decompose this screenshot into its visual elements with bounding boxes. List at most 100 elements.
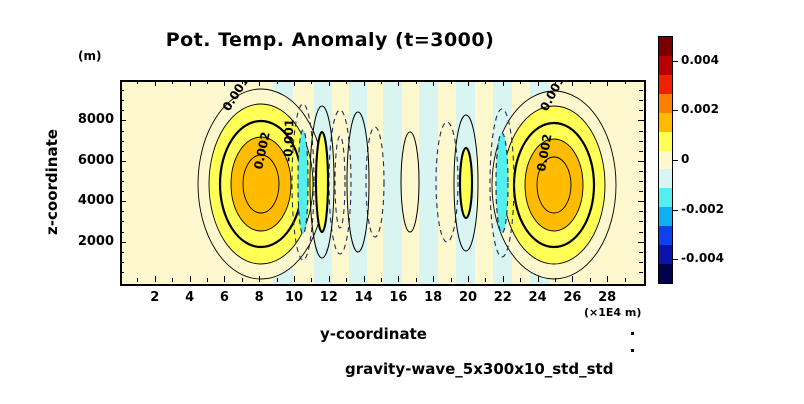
x-tick-mark-top	[294, 80, 295, 86]
contour-label-group: 0.001 0.002 -0.001 0.001 0.002	[220, 82, 568, 173]
x-tick-mark	[363, 276, 365, 282]
colorbar-tick-label: 0.002	[681, 102, 719, 117]
x-tick-mark	[294, 276, 295, 282]
colorbar-band	[659, 150, 672, 170]
colorbar-band	[659, 207, 672, 227]
y-tick-mark	[120, 201, 126, 203]
y-minor-tick-left	[120, 231, 124, 233]
colorbar-tick	[673, 209, 678, 211]
colorbar-tick-label: 0.004	[681, 52, 719, 67]
positive-cores	[309, 105, 479, 259]
x-tick-mark	[607, 276, 609, 282]
x-minor-tick-bottom	[520, 278, 522, 282]
x-tick-mark-top	[189, 80, 191, 86]
y-tick-mark-right	[638, 201, 644, 203]
x-tick-mark	[468, 276, 469, 282]
y-minor-tick-right	[639, 191, 643, 193]
colorbar-tick	[673, 110, 678, 112]
y-minor-tick-right	[639, 261, 643, 263]
colorbar-tick	[673, 160, 678, 161]
x-minor-tick-top	[520, 80, 522, 84]
stray-dot-lower	[631, 349, 634, 352]
x-minor-tick-bottom	[624, 278, 626, 282]
x-minor-tick-bottom	[589, 278, 591, 282]
x-tick-mark	[154, 276, 156, 282]
x-axis-label: y-coordinate	[320, 325, 427, 343]
y-minor-tick-left	[120, 170, 124, 172]
y-minor-tick-left	[120, 130, 124, 132]
y-minor-tick-right	[639, 181, 643, 182]
colorbar-band	[659, 55, 672, 75]
colorbar-band	[659, 188, 672, 208]
contour-label-right-inner: 0.002	[534, 133, 554, 173]
colorbar-tick-label: -0.004	[681, 251, 724, 266]
colorbar	[658, 36, 673, 284]
page-title: Pot. Temp. Anomaly (t=3000)	[165, 29, 495, 51]
x-minor-tick-bottom	[311, 278, 313, 282]
y-minor-tick-left	[120, 211, 124, 213]
x-minor-tick-top	[624, 80, 626, 84]
y-minor-tick-left	[120, 221, 124, 223]
y-tick-label: 4000	[77, 193, 114, 209]
x-minor-tick-top	[241, 80, 243, 84]
y-tick-mark	[120, 160, 126, 162]
x-minor-tick-bottom	[555, 278, 556, 282]
stray-dot-upper	[631, 332, 634, 335]
x-tick-mark-top	[259, 80, 261, 86]
x-minor-tick-top	[346, 80, 348, 84]
x-tick-label: 24	[528, 290, 547, 305]
x-tick-mark	[224, 276, 226, 282]
y-tick-mark-right	[638, 160, 644, 162]
y-minor-tick-right	[639, 140, 643, 142]
colorbar-band	[659, 112, 672, 132]
y-minor-tick-left	[120, 251, 124, 253]
y-minor-tick-right	[639, 100, 643, 102]
colorbar-band	[659, 245, 672, 265]
y-minor-tick-left	[120, 140, 124, 142]
positive-core-fill-2	[458, 146, 474, 220]
x-tick-mark	[328, 276, 330, 282]
y-minor-tick-left	[120, 261, 124, 263]
y-axis-unit: (m)	[78, 49, 102, 63]
y-tick-mark-right	[638, 241, 644, 243]
x-minor-tick-top	[172, 80, 174, 84]
y-minor-tick-right	[639, 231, 643, 233]
x-tick-mark-top	[363, 80, 365, 86]
colorbar-band	[659, 226, 672, 246]
colorbar-band	[659, 37, 672, 56]
x-tick-mark-top	[224, 80, 226, 86]
positive-lobe-right	[491, 90, 617, 280]
x-minor-tick-top	[555, 80, 556, 84]
x-tick-label: 28	[598, 290, 617, 305]
negative-core-fills	[297, 129, 509, 235]
x-tick-label: 18	[424, 290, 443, 305]
x-tick-mark-top	[154, 80, 156, 86]
x-minor-tick-top	[207, 80, 208, 84]
figure-caption: gravity-wave_5x300x10_std_std	[345, 360, 614, 378]
x-minor-tick-bottom	[207, 278, 208, 282]
colorbar-tick	[673, 259, 678, 261]
x-minor-tick-top	[450, 80, 452, 84]
x-minor-tick-top	[137, 80, 139, 84]
x-minor-tick-bottom	[450, 278, 452, 282]
colorbar-band	[659, 264, 672, 283]
y-minor-tick-left	[120, 191, 124, 193]
y-tick-label: 2000	[77, 233, 114, 249]
x-tick-label: 22	[493, 290, 512, 305]
colorbar-tick-label: 0	[681, 152, 690, 166]
x-tick-mark	[572, 276, 574, 282]
x-axis-unit: (×1E4 m)	[584, 306, 642, 319]
x-tick-mark	[398, 276, 400, 282]
x-minor-tick-bottom	[415, 278, 417, 282]
colorbar-band	[659, 131, 672, 151]
x-tick-mark-top	[572, 80, 574, 86]
x-tick-label: 26	[563, 290, 582, 305]
x-tick-label: 20	[458, 290, 478, 305]
y-minor-tick-left	[120, 90, 124, 92]
x-tick-label: 14	[354, 290, 373, 305]
x-tick-mark	[502, 276, 504, 282]
y-minor-tick-left	[120, 150, 124, 152]
y-minor-tick-right	[639, 110, 643, 112]
y-minor-tick-right	[639, 150, 643, 152]
